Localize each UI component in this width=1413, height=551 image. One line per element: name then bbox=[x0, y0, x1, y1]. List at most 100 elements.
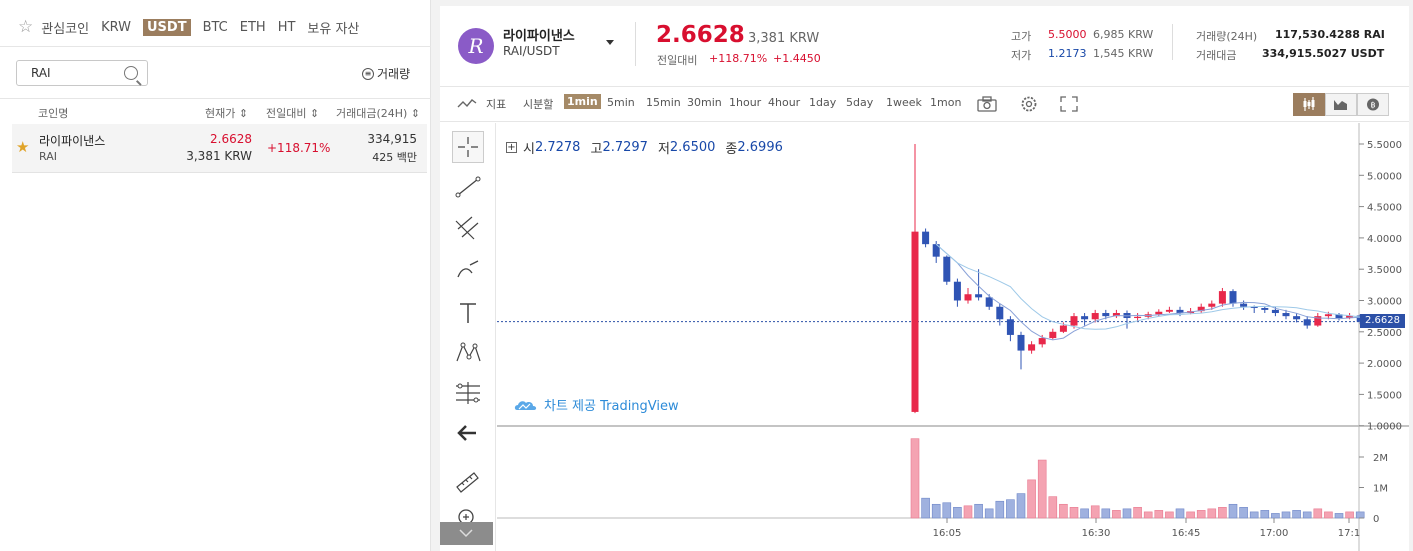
volume-bar bbox=[1133, 507, 1142, 519]
moving-average-line bbox=[935, 243, 1361, 341]
coin-title[interactable]: 라이파이낸스 bbox=[503, 29, 575, 44]
interval-15min[interactable]: 15min bbox=[646, 96, 681, 109]
volume-bar bbox=[984, 508, 994, 519]
chart-toolbar: 지표 시분할 1min 5min 15min 30min 1hour 4hour… bbox=[440, 86, 1409, 122]
interval-5day[interactable]: 5day bbox=[846, 96, 874, 109]
high-label: 고가 bbox=[1011, 30, 1032, 43]
tab-btc[interactable]: BTC bbox=[202, 19, 228, 35]
volume-bar bbox=[1260, 510, 1270, 519]
candle-body bbox=[1324, 314, 1332, 317]
chevron-down-icon[interactable] bbox=[606, 40, 614, 45]
area-chart-button[interactable] bbox=[1325, 93, 1357, 116]
candle-body bbox=[996, 306, 1004, 320]
toolbar-scroll-down[interactable] bbox=[440, 522, 493, 545]
star-outline-icon[interactable]: ☆ bbox=[18, 17, 34, 37]
depth-chart-button[interactable]: ฿ bbox=[1357, 93, 1389, 116]
volume-bar bbox=[1027, 479, 1036, 519]
col-header-price[interactable]: 현재가 ⇕ bbox=[205, 107, 249, 120]
gear-icon[interactable] bbox=[1018, 95, 1040, 113]
low-price-krw: 1,545 KRW bbox=[1093, 47, 1154, 60]
volume-bar bbox=[1313, 508, 1323, 519]
text-tool[interactable] bbox=[452, 297, 484, 329]
interval-1day[interactable]: 1day bbox=[809, 96, 837, 109]
text-icon bbox=[460, 303, 476, 323]
candle-body bbox=[1346, 315, 1354, 319]
fib-tool[interactable] bbox=[452, 377, 484, 409]
parallel-channel-tool[interactable] bbox=[452, 213, 484, 245]
interval-30min[interactable]: 30min bbox=[687, 96, 722, 109]
low-value: 2.6500 bbox=[669, 140, 716, 155]
parallel-lines-icon bbox=[455, 216, 479, 240]
watermark-text: 차트 제공 TradingView bbox=[544, 399, 679, 414]
candle-body bbox=[1070, 316, 1078, 326]
indicator-button[interactable]: 지표 bbox=[486, 98, 507, 111]
indicator-icon[interactable] bbox=[456, 95, 478, 113]
camera-icon[interactable] bbox=[976, 95, 998, 113]
interval-5min[interactable]: 5min bbox=[607, 96, 635, 109]
market-tabs: ☆ 관심코인 KRW USDT BTC ETH HT 보유 자산 bbox=[18, 16, 371, 38]
volume-bar bbox=[1302, 511, 1312, 519]
volume-bar bbox=[1218, 507, 1227, 519]
volume-bar bbox=[942, 502, 952, 519]
candle-body bbox=[1271, 309, 1279, 314]
col-header-change-label: 전일대비 bbox=[266, 107, 307, 120]
interval-1min[interactable]: 1min bbox=[564, 94, 601, 109]
interval-1hour[interactable]: 1hour bbox=[729, 96, 762, 109]
price-tick-label: 2.5000 bbox=[1367, 328, 1402, 339]
volume-bar bbox=[1281, 511, 1291, 519]
volume-bar bbox=[1165, 511, 1174, 519]
col-header-change[interactable]: 전일대비 ⇕ bbox=[266, 107, 320, 120]
candle-body bbox=[985, 297, 993, 307]
coin-volume-sub: 425 백만 bbox=[372, 151, 417, 164]
coin-volume: 334,915 bbox=[367, 132, 417, 146]
col-header-coin[interactable]: 코인명 bbox=[38, 107, 69, 120]
time-tick-label: 16:45 bbox=[1172, 528, 1201, 539]
volume-bar bbox=[1345, 511, 1354, 519]
interval-1week[interactable]: 1week bbox=[886, 96, 922, 109]
collapse-legend-icon[interactable]: + bbox=[506, 142, 517, 153]
candle-body bbox=[1038, 338, 1046, 345]
search-input[interactable]: RAI bbox=[16, 60, 148, 86]
volume-bar bbox=[1101, 508, 1111, 519]
tab-favorites[interactable]: 관심코인 bbox=[41, 21, 90, 37]
tab-eth[interactable]: ETH bbox=[239, 19, 266, 35]
candle-chart-button[interactable] bbox=[1293, 93, 1325, 116]
search-icon[interactable] bbox=[124, 66, 138, 80]
crosshair-tool[interactable] bbox=[452, 131, 484, 163]
bitcoin-icon: ฿ bbox=[1367, 98, 1379, 111]
tab-usdt[interactable]: USDT bbox=[142, 18, 191, 36]
pattern-tool[interactable] bbox=[452, 337, 484, 369]
sort-by-volume-button[interactable]: ≡ 거래량 bbox=[362, 65, 410, 82]
tab-ht[interactable]: HT bbox=[277, 19, 296, 35]
interval-4hour[interactable]: 4hour bbox=[768, 96, 801, 109]
tab-holdings[interactable]: 보유 자산 bbox=[307, 21, 360, 37]
candle-body bbox=[1250, 306, 1258, 309]
time-sharing-button[interactable]: 시분할 bbox=[523, 98, 554, 111]
candle-body bbox=[1102, 313, 1110, 317]
price-chart[interactable]: 5.5000 5.0000 4.5000 4.0000 3.5000 3.0000 2.50… bbox=[497, 123, 1409, 551]
candle-body bbox=[1176, 309, 1184, 314]
coin-pair[interactable]: RAI/USDT bbox=[503, 44, 560, 58]
brush-tool[interactable] bbox=[452, 255, 484, 287]
candle-body bbox=[1091, 313, 1099, 320]
ruler-tool[interactable] bbox=[452, 465, 484, 497]
search-value: RAI bbox=[31, 66, 51, 80]
volume-bar bbox=[1207, 508, 1217, 519]
cloud-icon bbox=[514, 400, 537, 410]
table-row[interactable]: ★ 라이파이낸스 RAI 2.6628 3,381 KRW +118.71% 3… bbox=[12, 124, 427, 173]
star-filled-icon[interactable]: ★ bbox=[16, 138, 30, 156]
back-tool[interactable] bbox=[452, 417, 484, 449]
tab-krw[interactable]: KRW bbox=[101, 19, 131, 35]
col-header-volume[interactable]: 거래대금(24H) ⇕ bbox=[336, 107, 421, 120]
pattern-icon bbox=[456, 342, 481, 362]
trend-line-tool[interactable] bbox=[452, 171, 484, 203]
volume-bar bbox=[1355, 511, 1365, 519]
tradingview-watermark[interactable]: 차트 제공 TradingView bbox=[514, 395, 679, 414]
fullscreen-icon[interactable] bbox=[1058, 95, 1080, 113]
col-header-volume-label: 거래대금(24H) bbox=[336, 107, 408, 120]
time-tick-label: 17:1 bbox=[1338, 528, 1360, 539]
moving-average-line bbox=[935, 243, 1361, 330]
interval-1mon[interactable]: 1mon bbox=[930, 96, 962, 109]
volume-bar bbox=[1186, 511, 1195, 519]
brush-icon bbox=[457, 260, 479, 278]
